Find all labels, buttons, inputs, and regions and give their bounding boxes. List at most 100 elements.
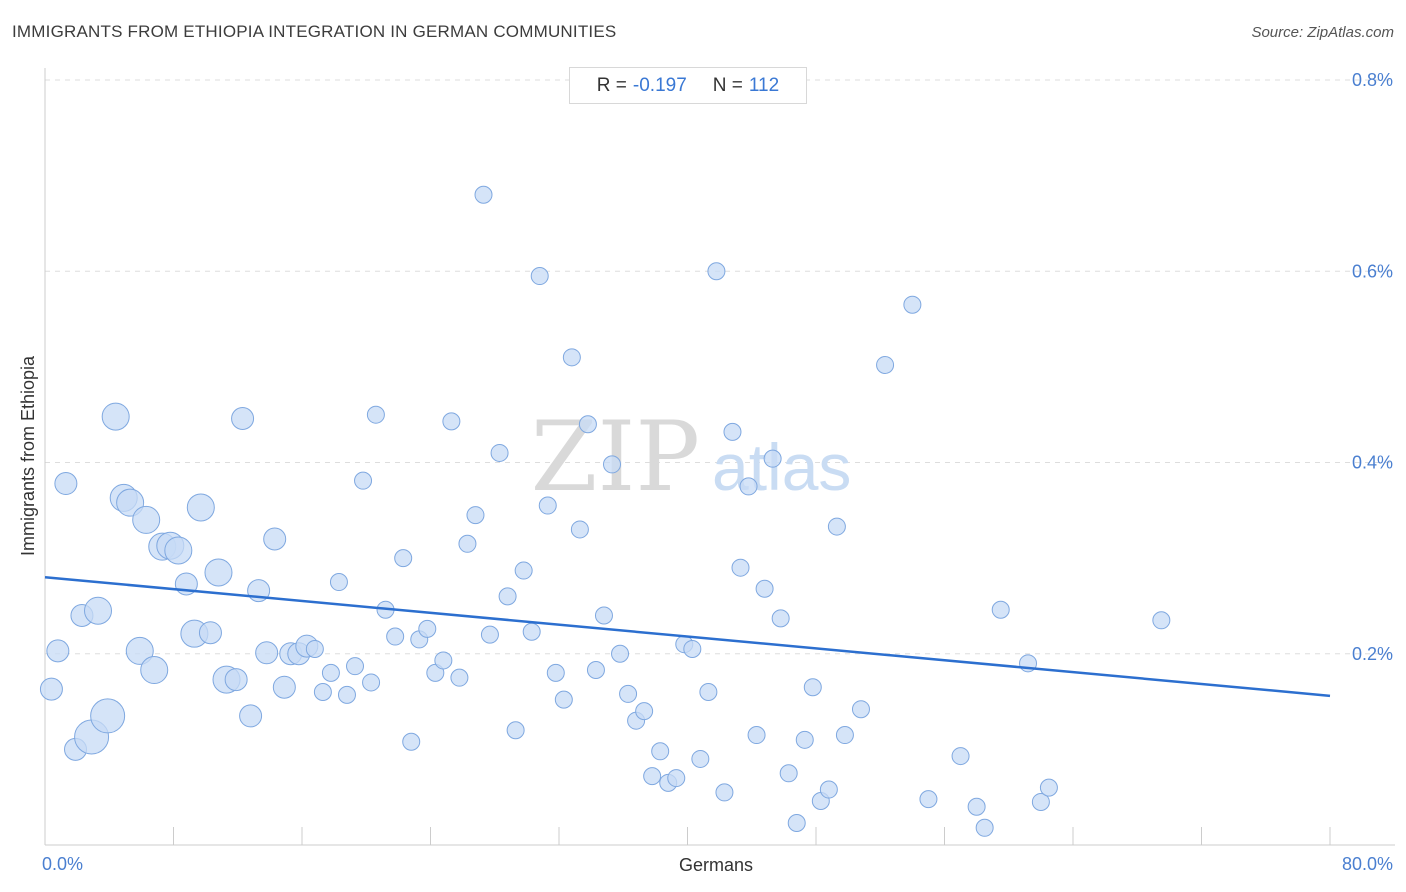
y-tick-label-3: 0.8% [1352, 70, 1393, 90]
data-point-39 [354, 471, 373, 490]
data-point-47 [418, 619, 437, 638]
chart-title: IMMIGRANTS FROM ETHIOPIA INTEGRATION IN … [12, 22, 617, 41]
data-point-100 [851, 700, 870, 719]
trend-line [44, 576, 1331, 698]
data-point-49 [434, 651, 453, 670]
data-point-44 [394, 549, 413, 568]
data-point-71 [611, 644, 630, 663]
y-tick-label-1: 0.4% [1352, 453, 1393, 473]
data-point-103 [919, 790, 938, 809]
data-point-53 [466, 506, 485, 525]
data-point-70 [603, 455, 622, 474]
data-point-95 [803, 678, 822, 697]
data-point-87 [739, 477, 758, 496]
data-point-1 [46, 639, 70, 663]
data-point-69 [594, 606, 613, 625]
x-tick-label-1: 80.0% [1342, 854, 1393, 874]
data-point-74 [635, 702, 654, 721]
data-point-91 [771, 609, 790, 628]
data-point-37 [337, 685, 356, 704]
watermark: ZIP atlas [531, 401, 852, 513]
data-point-36 [329, 573, 348, 592]
data-point-57 [498, 587, 517, 606]
data-point-107 [991, 600, 1010, 619]
data-point-89 [755, 579, 774, 598]
data-point-82 [699, 683, 718, 701]
n-value: 112 [748, 74, 780, 96]
data-point-52 [458, 534, 477, 553]
data-point-12 [132, 505, 161, 534]
data-point-38 [346, 657, 365, 676]
data-point-20 [198, 621, 222, 645]
data-point-54 [474, 185, 493, 204]
grid-lines [45, 79, 1395, 655]
r-value: -0.197 [632, 74, 687, 96]
n-label: N = [712, 74, 743, 96]
data-point-33 [305, 639, 324, 658]
data-point-80 [683, 639, 702, 658]
y-axis-title: Immigrants from Ethiopia [18, 355, 38, 556]
data-point-86 [731, 558, 750, 577]
data-point-19 [186, 493, 215, 522]
data-point-99 [835, 726, 854, 745]
data-point-10 [116, 488, 145, 517]
data-point-101 [876, 355, 895, 374]
data-point-66 [570, 520, 589, 539]
data-point-72 [619, 684, 638, 703]
data-point-63 [546, 663, 565, 682]
data-point-43 [386, 627, 405, 646]
x-axis-title: Germans [679, 855, 753, 875]
data-point-23 [224, 668, 248, 692]
r-label: R = [596, 74, 627, 96]
data-point-97 [819, 780, 838, 799]
data-point-90 [763, 449, 782, 468]
data-points [39, 185, 1171, 837]
data-point-0 [39, 677, 63, 701]
data-point-16 [164, 536, 193, 565]
data-point-6 [84, 596, 113, 625]
trend-line-group [44, 576, 1331, 698]
data-point-84 [715, 783, 734, 802]
source-label: Source: ZipAtlas.com [1251, 24, 1394, 41]
data-point-98 [827, 517, 846, 536]
data-point-50 [442, 412, 461, 431]
data-point-92 [779, 764, 798, 783]
data-point-35 [321, 663, 340, 682]
data-point-81 [691, 749, 710, 768]
data-point-62 [538, 496, 557, 515]
axes [44, 68, 1395, 846]
data-point-55 [480, 625, 499, 644]
data-point-34 [313, 683, 332, 701]
data-point-60 [522, 622, 541, 641]
data-point-27 [255, 641, 279, 665]
y-tick-label-2: 0.6% [1352, 261, 1393, 281]
data-point-67 [578, 415, 597, 434]
data-point-11 [125, 636, 154, 665]
data-point-8 [101, 402, 130, 431]
data-point-61 [530, 267, 549, 286]
data-point-104 [951, 747, 970, 766]
watermark-atlas: atlas [712, 430, 851, 504]
data-point-110 [1039, 778, 1058, 797]
data-point-68 [586, 661, 605, 680]
data-point-93 [787, 814, 806, 833]
data-point-25 [239, 704, 263, 728]
data-point-75 [643, 767, 662, 786]
data-point-45 [402, 732, 421, 751]
data-point-40 [362, 673, 381, 692]
data-point-111 [1152, 611, 1171, 630]
data-point-65 [562, 348, 581, 367]
data-point-64 [554, 690, 573, 709]
data-point-56 [490, 443, 509, 462]
data-point-83 [707, 262, 726, 281]
data-point-102 [903, 295, 922, 314]
data-point-88 [747, 726, 766, 745]
data-point-7 [90, 698, 126, 734]
data-point-85 [723, 422, 742, 441]
data-point-58 [506, 721, 525, 740]
y-tick-label-0: 0.2% [1352, 644, 1393, 664]
data-point-13 [140, 656, 169, 685]
data-point-78 [667, 769, 686, 788]
data-point-109 [1031, 792, 1050, 811]
